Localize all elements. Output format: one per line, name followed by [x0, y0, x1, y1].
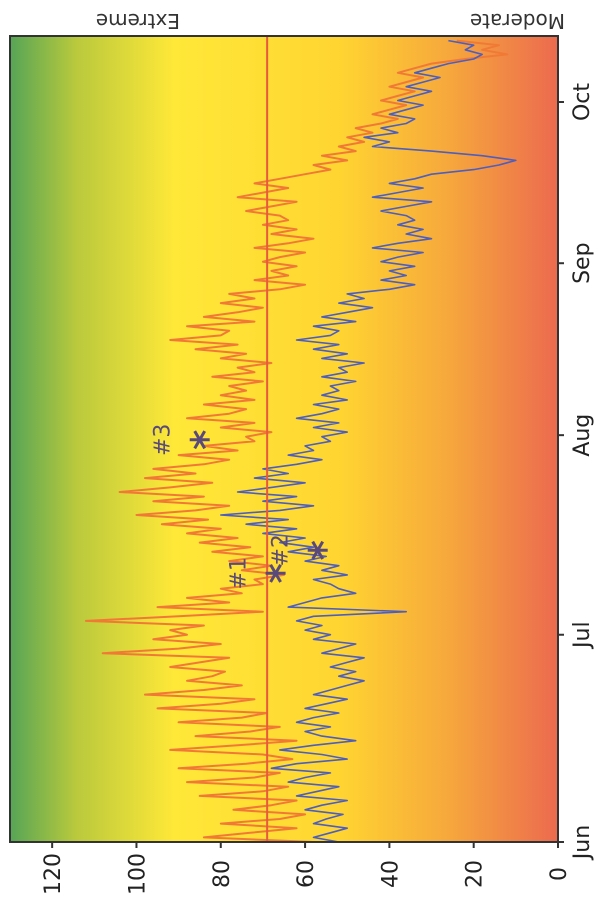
annotation-label-3: #3 — [151, 424, 176, 456]
annotation-marker-1 — [265, 563, 286, 583]
plot-frame — [9, 35, 559, 843]
annotation-marker-3 — [189, 430, 210, 450]
x-tick-label-jul: Jul — [570, 621, 595, 650]
y-tick-label-40: 40 — [378, 860, 403, 888]
x-axis: Jun Jul Aug Sep Oct — [558, 83, 595, 861]
series-layer — [84, 39, 517, 842]
annotation-asterisk-stroke — [311, 540, 325, 560]
y-tick-label-0: 0 — [547, 867, 572, 881]
annotation-label-2: #2 — [269, 534, 294, 566]
y-tick-label-60: 60 — [294, 860, 319, 888]
x-tick-label-jun: Jun — [570, 825, 595, 861]
x-tick-label-aug: Aug — [570, 414, 595, 457]
y-tick-label-100: 100 — [126, 853, 151, 895]
y-tick-label-120: 120 — [41, 853, 66, 895]
annotation-asterisk-stroke — [269, 563, 282, 583]
series-line-1 — [84, 39, 509, 842]
annotation-asterisk-stroke — [193, 430, 206, 450]
series-line-2 — [220, 39, 517, 842]
y-axis: 0 20 40 60 80 100 120 — [41, 842, 572, 895]
plot-background — [10, 36, 558, 842]
plot-area: #1 #2 #3 — [9, 35, 559, 843]
x-tick-label-oct: Oct — [570, 83, 595, 121]
y-tick-label-20: 20 — [463, 860, 488, 888]
corner-label-extreme: Extreme — [96, 9, 180, 33]
annotation-layer: #1 #2 #3 — [151, 424, 328, 590]
annotation-marker-2 — [307, 540, 328, 560]
x-tick-label-sep: Sep — [570, 242, 595, 283]
annotation-label-1: #1 — [227, 557, 252, 589]
corner-label-moderate: Moderate — [470, 9, 565, 33]
y-tick-label-80: 80 — [210, 860, 235, 888]
